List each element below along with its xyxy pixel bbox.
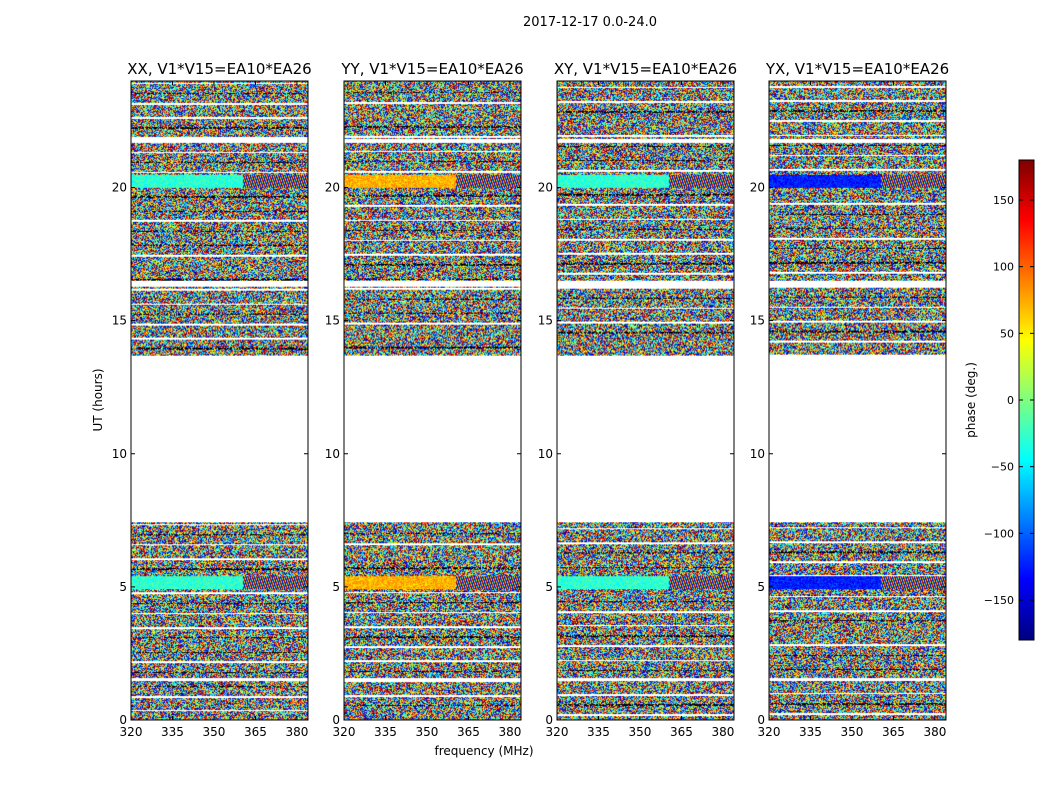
colorbar-tick-label: 150 (993, 194, 1014, 207)
y-tick-label: 15 (750, 314, 765, 328)
colorbar-tick-label: −100 (984, 527, 1014, 540)
y-tick-label: 5 (757, 580, 765, 594)
y-tick-label: 20 (538, 181, 553, 195)
x-tick-label: 320 (120, 725, 143, 739)
x-tick-label: 320 (333, 725, 356, 739)
panel-1: XX, V1*V15=EA10*EA26 320 335 350 365 380 0 5 10 1… (112, 60, 312, 739)
x-tick-label: 335 (587, 725, 610, 739)
panel-title: XY, V1*V15=EA10*EA26 (554, 60, 737, 78)
x-tick-label: 335 (799, 725, 822, 739)
colorbar-tick-label: −50 (991, 461, 1014, 474)
panel-frame (343, 80, 522, 721)
x-tick-label: 380 (711, 725, 734, 739)
panel-frame (130, 80, 309, 721)
y-tick-label: 20 (112, 181, 127, 195)
y-tick-label: 0 (545, 713, 553, 727)
figure-title: 2017-12-17 0.0-24.0 (523, 15, 657, 30)
x-tick-label: 350 (629, 725, 652, 739)
y-tick-label: 15 (112, 314, 127, 328)
y-tick-label: 5 (119, 580, 127, 594)
panel-frame (768, 80, 947, 721)
y-tick-label: 10 (538, 447, 553, 461)
x-tick-label: 365 (882, 725, 905, 739)
phase-image (131, 81, 308, 720)
panels: XX, V1*V15=EA10*EA26 320 335 350 365 380 0 5 10 1… (112, 60, 949, 739)
colorbar-tick-label: 0 (1007, 394, 1014, 407)
y-tick-label: 10 (325, 447, 340, 461)
x-tick-label: 350 (416, 725, 439, 739)
colorbar-label: phase (deg.) (964, 362, 978, 438)
colorbar-tick-label: −150 (984, 594, 1014, 607)
x-tick-label: 365 (244, 725, 267, 739)
panel-3: XY, V1*V15=EA10*EA26 320 335 350 365 380 0 5 10 1… (538, 60, 737, 739)
y-tick-label: 0 (332, 713, 340, 727)
x-tick-label: 380 (923, 725, 946, 739)
x-tick-label: 335 (374, 725, 397, 739)
x-tick-label: 350 (203, 725, 226, 739)
y-tick-label: 0 (757, 713, 765, 727)
y-tick-label: 15 (538, 314, 553, 328)
x-tick-label: 380 (285, 725, 308, 739)
panel-frame (556, 80, 735, 721)
phase-image (557, 81, 734, 720)
panel-2: YY, V1*V15=EA10*EA26 320 335 350 365 380 0 5 10 1… (325, 60, 524, 739)
y-tick-label: 5 (545, 580, 553, 594)
colorbar-tick-label: 100 (993, 261, 1014, 274)
x-tick-label: 380 (498, 725, 521, 739)
y-tick-label: 20 (325, 181, 340, 195)
phase-image (769, 81, 946, 720)
x-tick-label: 365 (670, 725, 693, 739)
colorbar-tick-label: 50 (1000, 327, 1014, 340)
y-tick-label: 0 (119, 713, 127, 727)
y-tick-label: 10 (750, 447, 765, 461)
colorbar: 150 100 50 0 −50 −100 −150 (984, 159, 1035, 641)
y-tick-label: 20 (750, 181, 765, 195)
x-tick-label: 350 (841, 725, 864, 739)
x-axis-label: frequency (MHz) (434, 744, 533, 758)
y-tick-label: 15 (325, 314, 340, 328)
phase-image (344, 81, 521, 720)
x-tick-label: 335 (161, 725, 184, 739)
colorbar-gradient (1019, 160, 1034, 640)
y-axis-label: UT (hours) (91, 368, 105, 431)
y-tick-label: 5 (332, 580, 340, 594)
panel-title: XX, V1*V15=EA10*EA26 (127, 60, 311, 78)
panel-title: YX, V1*V15=EA10*EA26 (765, 60, 949, 78)
y-tick-label: 10 (112, 447, 127, 461)
panel-title: YY, V1*V15=EA10*EA26 (340, 60, 523, 78)
x-tick-label: 320 (758, 725, 781, 739)
x-tick-label: 365 (457, 725, 480, 739)
panel-4: YX, V1*V15=EA10*EA26 320 335 350 365 380 0 5 10 1… (750, 60, 949, 739)
x-tick-label: 320 (546, 725, 569, 739)
